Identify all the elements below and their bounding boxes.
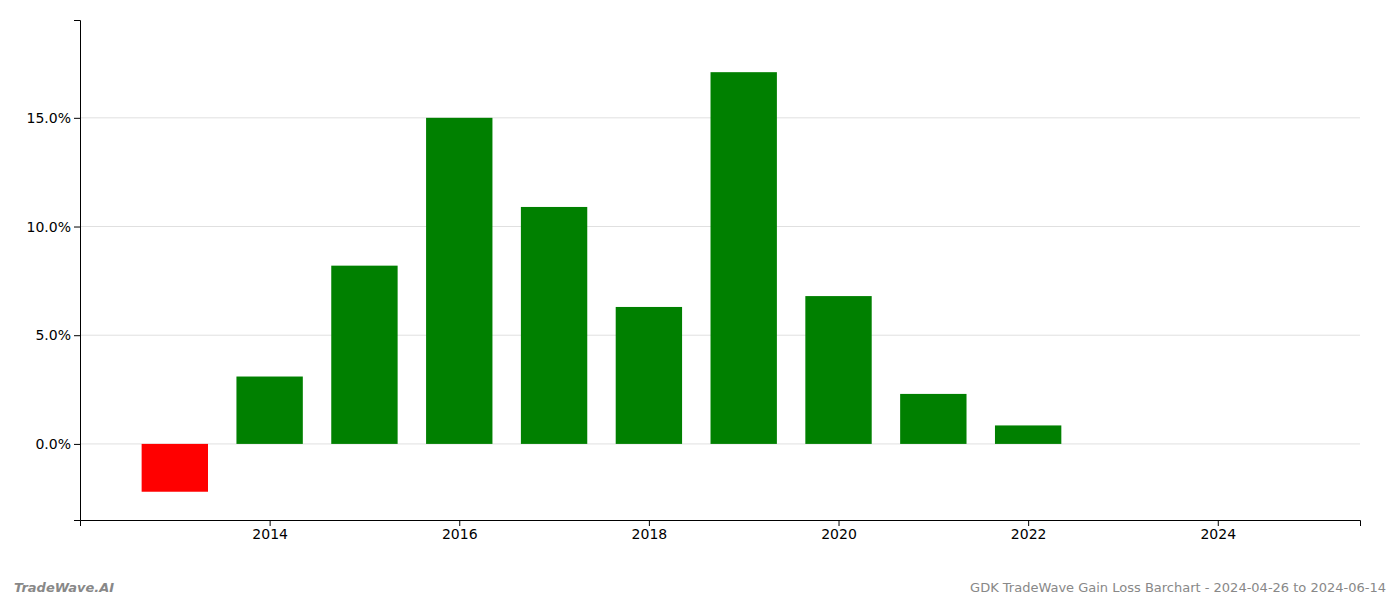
y-axis: 0.0% 5.0% 10.0% 15.0% xyxy=(27,21,81,521)
y-tick-mark xyxy=(74,227,80,228)
y-tick-mark xyxy=(74,444,80,445)
x-tick: 2016 xyxy=(442,520,478,542)
footer-left: TradeWave.AI xyxy=(14,580,114,595)
bar xyxy=(616,307,682,444)
bar xyxy=(521,207,587,444)
x-tick-label: 2014 xyxy=(252,526,288,542)
bar xyxy=(711,72,777,444)
y-tick-label: 5.0% xyxy=(35,327,71,343)
bar xyxy=(236,377,302,444)
bar xyxy=(995,425,1061,443)
y-tick: 5.0% xyxy=(35,327,80,343)
bar xyxy=(142,444,208,492)
x-tick-label: 2020 xyxy=(821,526,857,542)
bar xyxy=(1090,443,1156,444)
bar xyxy=(900,394,966,444)
chart-svg: 2014 2016 2018 2020 2022 2024 0.0% 5.0% 10.0% 15.… xyxy=(0,0,1400,600)
y-tick-label: 0.0% xyxy=(35,436,71,452)
x-tick: 2022 xyxy=(1011,520,1047,542)
footer-right: GDK TradeWave Gain Loss Barchart - 2024-… xyxy=(970,580,1386,595)
x-tick: 2024 xyxy=(1200,520,1236,542)
y-tick: 10.0% xyxy=(27,219,80,235)
y-tick: 15.0% xyxy=(27,110,80,126)
x-axis: 2014 2016 2018 2020 2022 2024 xyxy=(81,520,1361,542)
bar xyxy=(426,118,492,444)
y-tick-label: 10.0% xyxy=(27,219,71,235)
y-tick-label: 15.0% xyxy=(27,110,71,126)
y-tick-mark xyxy=(74,118,80,119)
x-tick-label: 2018 xyxy=(632,526,668,542)
y-tick-mark xyxy=(74,335,80,336)
x-tick-label: 2024 xyxy=(1200,526,1236,542)
bar xyxy=(805,296,871,444)
x-tick: 2014 xyxy=(252,520,288,542)
bars xyxy=(142,72,1062,492)
y-tick: 0.0% xyxy=(35,436,80,452)
y-axis-line xyxy=(74,21,81,521)
plot-area: 2014 2016 2018 2020 2022 2024 0.0% 5.0% 10.0% 15.… xyxy=(27,21,1361,542)
x-tick: 2018 xyxy=(632,520,668,542)
x-tick-label: 2016 xyxy=(442,526,478,542)
x-tick: 2020 xyxy=(821,520,857,542)
x-tick-label: 2022 xyxy=(1011,526,1047,542)
bar xyxy=(331,266,397,444)
